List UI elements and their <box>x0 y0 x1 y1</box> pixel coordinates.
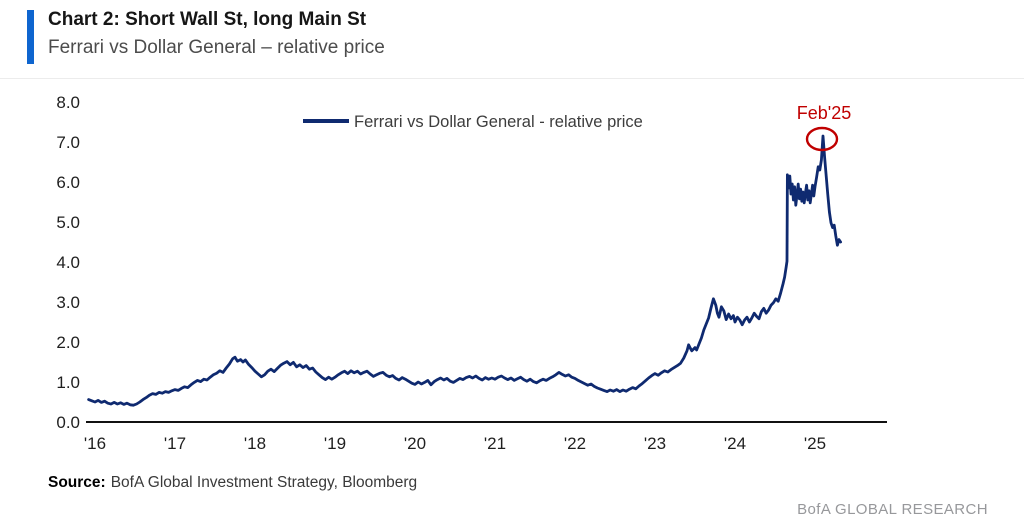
source-label: Source: <box>48 474 106 491</box>
page-title: Chart 2: Short Wall St, long Main St <box>48 9 367 30</box>
y-tick-label: 5.0 <box>56 213 80 232</box>
peak-annotation-ellipse <box>805 126 839 152</box>
x-tick-label: '22 <box>564 434 586 453</box>
y-tick-label: 1.0 <box>56 373 80 392</box>
y-tick-label: 7.0 <box>56 133 80 152</box>
title-accent-bar <box>27 10 34 64</box>
y-tick-label: 3.0 <box>56 293 80 312</box>
peak-annotation-label: Feb'25 <box>797 103 851 123</box>
y-tick-label: 2.0 <box>56 333 80 352</box>
x-tick-label: '19 <box>324 434 346 453</box>
header-divider <box>0 78 1024 79</box>
x-tick-label: '24 <box>724 434 746 453</box>
source-text: BofA Global Investment Strategy, Bloombe… <box>110 474 418 491</box>
bofa-global-research-branding: BofA GLOBAL RESEARCH <box>797 501 988 518</box>
x-tick-label: '23 <box>644 434 666 453</box>
y-tick-label: 6.0 <box>56 173 80 192</box>
x-tick-label: '20 <box>404 434 426 453</box>
y-tick-label: 8.0 <box>56 93 80 112</box>
x-tick-label: '18 <box>244 434 266 453</box>
y-tick-label: 0.0 <box>56 413 80 432</box>
series-line <box>87 134 842 407</box>
x-tick-label: '21 <box>484 434 506 453</box>
source-line: Source: BofA Global Investment Strategy, … <box>48 474 417 492</box>
x-tick-label: '25 <box>804 434 826 453</box>
y-tick-label: 4.0 <box>56 253 80 272</box>
x-tick-label: '16 <box>84 434 106 453</box>
x-tick-label: '17 <box>164 434 186 453</box>
chart-subtitle: Ferrari vs Dollar General – relative pri… <box>48 37 385 58</box>
legend-label: Ferrari vs Dollar General - relative pri… <box>354 113 643 131</box>
